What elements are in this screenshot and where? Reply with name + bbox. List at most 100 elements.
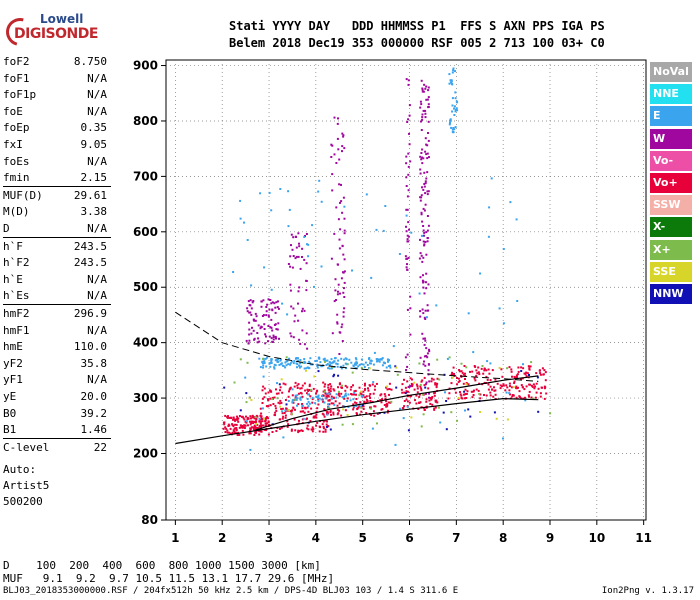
footer-version: Ion2Png v. 1.3.17	[601, 586, 694, 596]
echo-point	[373, 351, 376, 354]
echo-point	[358, 394, 361, 397]
echo-point	[426, 237, 429, 239]
echo-point	[273, 302, 276, 305]
echo-point	[534, 396, 537, 399]
echo-point	[303, 309, 306, 312]
param-value: 2.15	[80, 171, 108, 185]
echo-point	[408, 114, 411, 117]
echo-point	[245, 401, 248, 404]
echo-point	[350, 361, 353, 364]
echo-point	[333, 116, 336, 119]
echo-point	[260, 325, 263, 328]
echo-point	[426, 352, 429, 355]
echo-point	[291, 409, 294, 412]
echo-point	[425, 381, 428, 384]
echo-point	[424, 318, 427, 320]
echo-point	[404, 255, 407, 258]
echo-point	[427, 369, 430, 372]
echo-point	[331, 366, 334, 369]
echo-point	[478, 373, 481, 376]
echo-point	[336, 365, 339, 368]
echo-point	[261, 360, 264, 363]
echo-point	[243, 418, 246, 421]
electron-density-profile-line	[175, 397, 539, 445]
echo-point	[315, 359, 318, 362]
echo-point	[267, 391, 270, 394]
echo-point	[418, 362, 421, 365]
echo-point	[540, 386, 543, 389]
echo-point	[510, 370, 513, 373]
echo-point	[511, 375, 513, 378]
echo-point	[305, 233, 308, 235]
echo-point	[410, 416, 413, 419]
echo-point	[234, 431, 237, 434]
echo-point	[364, 382, 366, 385]
echo-point	[373, 414, 376, 417]
echo-point	[515, 374, 518, 377]
echo-point	[318, 430, 321, 433]
echo-point	[423, 376, 426, 379]
echo-point	[255, 423, 258, 425]
echo-point	[422, 286, 425, 289]
echo-point	[223, 386, 226, 389]
echo-point	[387, 365, 390, 368]
echo-point	[330, 413, 332, 416]
echo-point	[411, 378, 413, 381]
echo-point	[479, 411, 481, 413]
echo-point	[267, 315, 270, 318]
echo-point	[424, 383, 427, 386]
echo-point	[316, 421, 319, 424]
echo-point	[406, 195, 409, 198]
echo-point	[254, 431, 257, 434]
echo-point	[250, 420, 253, 423]
echo-point	[329, 410, 332, 412]
echo-point	[424, 339, 427, 342]
echo-point	[276, 427, 279, 430]
echo-point	[328, 399, 331, 402]
echo-point	[287, 190, 290, 193]
echo-point	[434, 382, 437, 385]
echo-point	[376, 358, 379, 361]
legend-item: NNE	[650, 84, 692, 105]
param-value: N/A	[87, 373, 107, 387]
echo-point	[407, 173, 410, 176]
echo-point	[296, 397, 299, 400]
echo-point	[270, 337, 273, 340]
echo-point	[307, 393, 310, 396]
echo-point	[513, 380, 516, 383]
echo-point	[255, 315, 258, 318]
echo-point	[307, 428, 310, 431]
echo-point	[268, 308, 271, 311]
echo-point	[232, 416, 235, 419]
echo-point	[420, 211, 423, 214]
echo-point	[250, 332, 253, 335]
echo-point	[342, 253, 345, 256]
echo-point	[317, 394, 320, 397]
param-value: 110.0	[73, 340, 107, 354]
echo-point	[406, 238, 409, 241]
echo-point	[233, 427, 236, 430]
echo-point	[450, 382, 453, 385]
echo-point	[251, 301, 254, 304]
param-name: yF1	[3, 373, 23, 387]
echo-point	[271, 396, 274, 399]
echo-point	[299, 387, 302, 390]
echo-point	[352, 398, 355, 401]
echo-point	[472, 351, 475, 354]
echo-point	[270, 326, 273, 329]
echo-point	[248, 304, 251, 307]
echo-point	[340, 183, 342, 186]
echo-point	[535, 382, 538, 385]
echo-point	[333, 232, 336, 235]
echo-point	[267, 298, 270, 301]
echo-point	[453, 128, 456, 131]
echo-point	[255, 420, 257, 423]
echo-point	[384, 397, 387, 400]
echo-point	[372, 392, 375, 395]
echo-point	[277, 358, 280, 361]
echo-point	[394, 443, 397, 446]
echo-point	[280, 408, 283, 410]
echo-point	[423, 384, 426, 387]
echo-point	[522, 367, 525, 370]
echo-point	[243, 424, 246, 427]
